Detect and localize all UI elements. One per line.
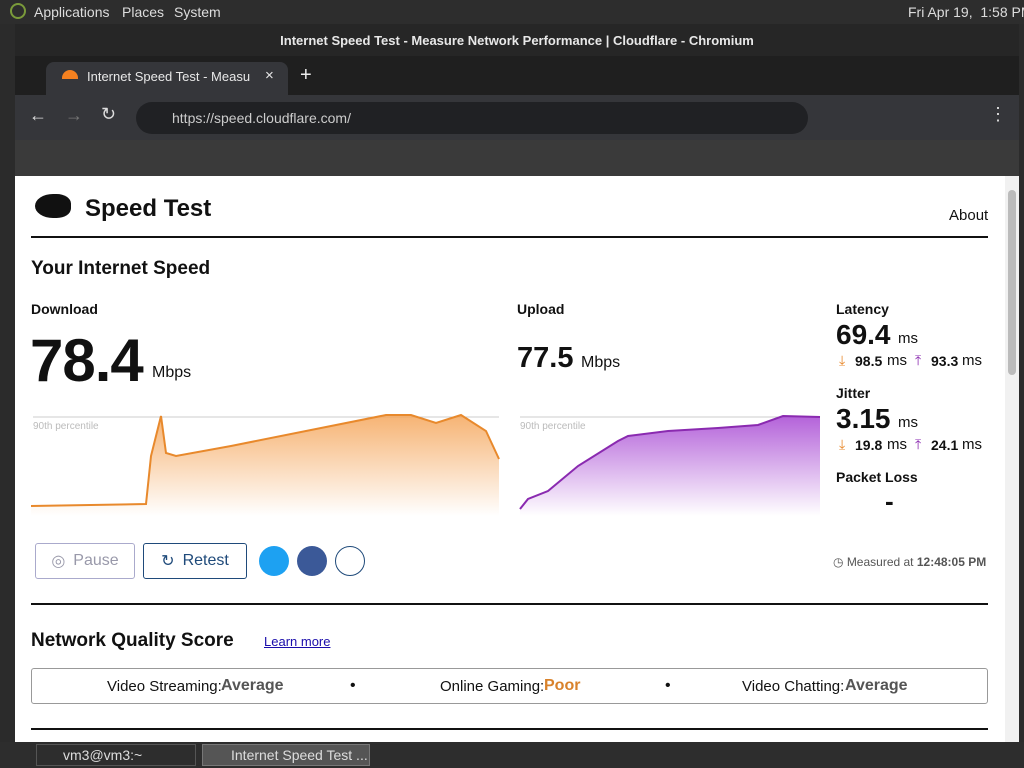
quality-label: Video Chatting: (742, 678, 845, 695)
upload-chart: 90th percentile (519, 414, 821, 516)
facebook-share[interactable] (297, 546, 327, 576)
task-label: Internet Speed Test ... (231, 747, 368, 763)
url: https://speed.cloudflare.com/ (172, 110, 351, 126)
unit: ms (962, 352, 982, 369)
twitter-share[interactable] (259, 546, 289, 576)
back[interactable]: ← (29, 105, 47, 125)
up-icon: ⤒ (915, 352, 922, 368)
tab-close[interactable]: × (265, 67, 274, 84)
menu-icon[interactable] (10, 3, 26, 19)
pause-button[interactable]: ◎ Pause (35, 543, 135, 579)
about-link[interactable]: About (949, 207, 989, 224)
chart-label: 90th percentile (520, 421, 586, 432)
measured-time: 12:48:05 PM (916, 555, 987, 569)
retest-button[interactable]: ↻ Retest (143, 543, 247, 579)
divider (31, 236, 988, 238)
jitter-up: 24.1 (931, 437, 959, 453)
jitter-value: 3.15 (836, 403, 891, 434)
address-bar[interactable]: https://speed.cloudflare.com/ (136, 102, 808, 134)
menu-item[interactable]: Applications (34, 4, 110, 20)
latency-label: Latency (836, 301, 889, 317)
download-chart: 90th percentile (31, 413, 500, 516)
divider (31, 603, 988, 605)
tab-title: Internet Speed Test - Measu (87, 69, 251, 84)
down-icon: ⤓ (839, 352, 846, 368)
down-icon: ⤓ (839, 436, 846, 452)
download-results[interactable] (335, 546, 365, 576)
unit: ms (887, 352, 907, 369)
download-label: Download (31, 301, 98, 317)
measured-text: Measured at (846, 555, 914, 569)
quality-label: Online Gaming: (440, 678, 545, 695)
taskbar: vm3@vm3:~ Internet Speed Test ... (0, 742, 1024, 768)
upload-label: Upload (517, 301, 565, 317)
clock: Fri Apr 19, 1:58 PM (908, 4, 1024, 20)
favicon (62, 70, 78, 79)
jitter-down: 19.8 (855, 437, 883, 453)
latency-value: 69.4 (836, 319, 891, 350)
latency-down: 98.5 (855, 353, 883, 369)
latency-up: 93.3 (931, 353, 959, 369)
packet-loss-value: - (885, 486, 894, 516)
separator: • (350, 677, 356, 694)
new-tab[interactable]: + (300, 64, 312, 86)
upload-value: 77.5 (517, 342, 574, 374)
quality-label: Video Streaming: (107, 678, 222, 695)
task-item[interactable]: Internet Speed Test ... (202, 744, 370, 766)
measured-label: ◷ Measured at 12:48:05 PM (833, 555, 987, 569)
separator: • (665, 677, 671, 694)
quality-value: Average (845, 677, 908, 694)
forward[interactable]: → (65, 105, 83, 125)
scrollbar[interactable] (1005, 176, 1019, 742)
menu-item[interactable]: Places (122, 4, 165, 20)
window-titlebar: Internet Speed Test - Measure Network Pe… (15, 24, 1019, 56)
download-value: 78.4 (30, 327, 144, 394)
packet-loss-label: Packet Loss (836, 469, 918, 485)
chart-label: 90th percentile (33, 421, 99, 432)
quality-value: Average (221, 677, 284, 694)
task-item[interactable]: vm3@vm3:~ (36, 744, 196, 766)
web-page: Speed Test About Your Internet Speed Dow… (15, 176, 1005, 742)
quality-value: Poor (544, 677, 581, 694)
up-icon: ⤒ (915, 436, 922, 452)
task-label: vm3@vm3:~ (63, 747, 143, 763)
bookmarks-bar (15, 140, 1019, 176)
download-unit: Mbps (152, 364, 192, 381)
button-label: Pause (73, 552, 119, 569)
menu[interactable]: ⋮ (989, 104, 1007, 124)
menu-item[interactable]: System (174, 4, 221, 20)
button-label: Retest (182, 552, 229, 569)
divider (31, 728, 988, 730)
learn-more-link[interactable]: Learn more (264, 634, 331, 649)
section-heading: Your Internet Speed (31, 258, 211, 279)
latency-unit: ms (898, 330, 918, 347)
jitter-unit: ms (898, 414, 918, 431)
reload[interactable]: ↻ (101, 104, 117, 124)
unit: ms (962, 436, 982, 453)
upload-unit: Mbps (581, 354, 621, 371)
brand: Speed Test (85, 195, 212, 222)
jitter-label: Jitter (836, 385, 871, 401)
tab[interactable]: Internet Speed Test - Measu × (46, 62, 288, 95)
quality-heading: Network Quality Score (31, 630, 234, 651)
quality-box: Video Streaming: Average • Online Gaming… (31, 668, 988, 704)
window-title: Internet Speed Test - Measure Network Pe… (280, 33, 754, 48)
top-panel: Applications Places System Fri Apr 19, 1… (0, 0, 1024, 24)
unit: ms (887, 436, 907, 453)
logo (35, 194, 71, 218)
